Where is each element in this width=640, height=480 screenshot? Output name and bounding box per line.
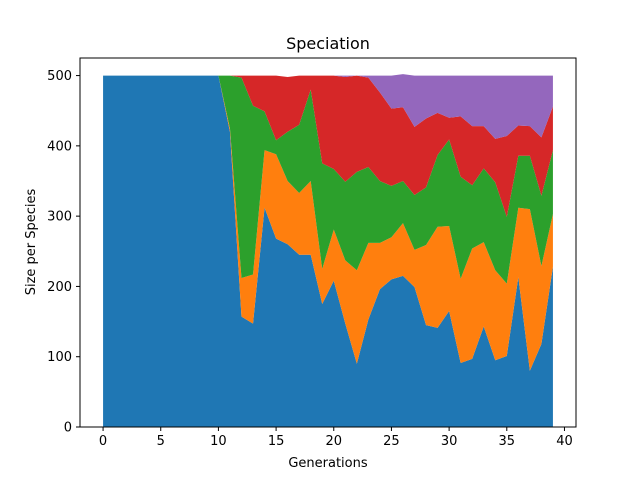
- x-tick-label: 5: [157, 434, 165, 449]
- y-tick-label: 500: [47, 69, 72, 84]
- x-tick-label: 30: [441, 434, 458, 449]
- x-tick-label: 15: [268, 434, 285, 449]
- species-area-3: [103, 75, 553, 284]
- species-area-5: [103, 74, 553, 139]
- plot-frame: [79, 57, 577, 428]
- x-axis-label: Generations: [288, 456, 368, 471]
- x-tick-label: 40: [556, 434, 573, 449]
- y-axis-label: Size per Species: [24, 188, 39, 295]
- x-tick-label: 10: [210, 434, 227, 449]
- x-tick-label: 35: [499, 434, 516, 449]
- y-tick-label: 200: [47, 280, 72, 295]
- y-tick-label: 400: [47, 139, 72, 154]
- x-tick-label: 20: [325, 434, 342, 449]
- x-axis: 0 5 10 15 20 25 30 35 40: [99, 427, 573, 449]
- series-layer: [103, 74, 553, 427]
- x-tick-label: 0: [99, 434, 107, 449]
- x-tick-label: 25: [383, 434, 400, 449]
- y-tick-label: 100: [47, 350, 72, 365]
- y-tick-label: 0: [64, 421, 72, 436]
- y-axis: 0 100 200 300 400 500: [47, 69, 80, 436]
- species-area-1: [103, 75, 553, 427]
- chart-title: Speciation: [286, 34, 370, 53]
- species-area-2: [103, 75, 553, 371]
- species-area-4: [103, 75, 553, 217]
- y-tick-label: 300: [47, 210, 72, 225]
